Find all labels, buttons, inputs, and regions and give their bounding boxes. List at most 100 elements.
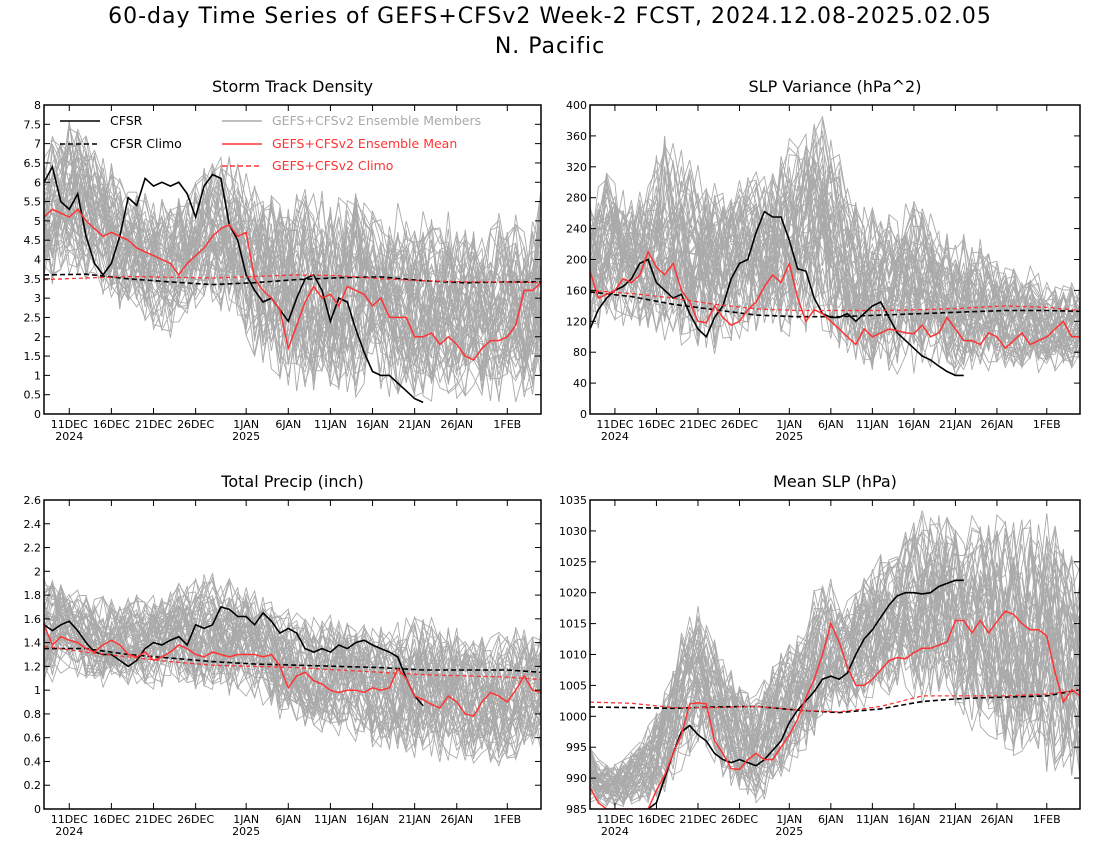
y-tick-label: 360 <box>566 130 587 143</box>
x-tick-label: 1FEB <box>493 813 521 826</box>
x-tick-label: 21JAN <box>939 813 972 826</box>
y-tick-label: 7 <box>34 138 41 151</box>
y-tick-label: 120 <box>566 315 587 328</box>
ensemble-member-line <box>590 535 1080 805</box>
ensemble-member-line <box>44 578 541 744</box>
ensemble-member-line <box>44 574 541 750</box>
y-tick-label: 1.5 <box>24 350 42 363</box>
x-tick-label: 11DEC <box>596 418 633 431</box>
legend-label: GEFS+CFSv2 Climo <box>272 158 393 173</box>
y-tick-label: 0.2 <box>24 779 42 792</box>
y-tick-label: 1.4 <box>24 637 42 650</box>
ensemble-member-line <box>590 510 1080 792</box>
ensemble-member-line <box>44 148 541 401</box>
y-tick-label: 1.6 <box>24 613 42 626</box>
x-tick-label: 21JAN <box>398 418 431 431</box>
y-tick-label: 1.2 <box>24 660 42 673</box>
plot-area <box>44 121 541 404</box>
gefs-cfsv2-climo-line <box>590 289 1080 312</box>
panel-title: Mean SLP (hPa) <box>773 472 897 491</box>
panel-1: 0 0.5 1 1.5 2 2.5 3 3.5 4 4.5 5 5.5 6 6.5 7 7.5 8 11DEC 16… <box>24 77 542 443</box>
ensemble-member-line <box>44 586 541 760</box>
x-year-label: 2024 <box>601 430 629 443</box>
y-tick-label: 1030 <box>559 525 587 538</box>
y-tick-label: 1020 <box>559 587 587 600</box>
ensemble-member-line <box>590 125 1080 369</box>
x-tick-label: 16JAN <box>897 418 930 431</box>
x-tick-label: 16DEC <box>93 813 130 826</box>
x-tick-label: 16DEC <box>93 418 130 431</box>
ensemble-member-line <box>44 142 541 375</box>
y-tick-label: 8 <box>34 99 41 112</box>
y-tick-label: 0 <box>34 803 41 816</box>
panel-title: Total Precip (inch) <box>220 472 363 491</box>
plot-frame <box>43 499 542 810</box>
gefs-cfsv2-climo-line <box>44 645 541 681</box>
x-tick-label: 16JAN <box>897 813 930 826</box>
cfsr-line <box>647 579 964 809</box>
x-tick-label: 21DEC <box>135 418 172 431</box>
cfsr-line <box>44 164 424 404</box>
y-tick-label: 1025 <box>559 556 587 569</box>
ensemble-member-line <box>44 582 541 748</box>
y-tick-label: 0 <box>34 408 41 421</box>
legend-label: CFSR Climo <box>110 136 182 151</box>
ensemble-member-line <box>44 597 541 741</box>
cfsr-climo-line <box>590 291 1080 318</box>
ensemble-member-line <box>44 135 541 384</box>
x-tick-label: 11JAN <box>314 813 347 826</box>
ensemble-member-line <box>44 591 541 724</box>
x-year-label: 2024 <box>601 825 629 838</box>
y-tick-label: 985 <box>566 803 587 816</box>
y-tick-label: 2.2 <box>24 542 42 555</box>
gefs-cfsv2-ensemble-mean-line <box>44 624 541 718</box>
x-tick-label: 26DEC <box>177 418 214 431</box>
y-tick-label: 40 <box>573 377 587 390</box>
ensemble-member-line <box>44 579 541 757</box>
legend-label: CFSR <box>110 113 143 128</box>
y-tick-label: 400 <box>566 99 587 112</box>
y-tick-label: 200 <box>566 254 587 267</box>
y-tick-label: 3.5 <box>24 273 42 286</box>
ensemble-member-line <box>590 135 1080 349</box>
x-year-label: 2025 <box>775 430 803 443</box>
x-tick-label: 21JAN <box>398 813 431 826</box>
y-tick-label: 0.5 <box>24 389 42 402</box>
y-tick-label: 280 <box>566 192 587 205</box>
x-tick-label: 16DEC <box>638 418 675 431</box>
ensemble-member-line <box>590 194 1080 365</box>
x-tick-label: 1FEB <box>1033 813 1061 826</box>
panel-3: 0 0.2 0.4 0.6 0.8 1 1.2 1.4 1.6 1.8 2 2.2 2.4 2.6 11DE… <box>24 472 542 838</box>
x-tick-label: 11JAN <box>856 813 889 826</box>
chart-region-subtitle: N. Pacific <box>494 34 606 59</box>
ensemble-member-line <box>590 143 1080 368</box>
x-tick-label: 11DEC <box>51 813 88 826</box>
y-tick-label: 0.8 <box>24 708 42 721</box>
x-tick-label: 1JAN <box>776 813 802 826</box>
x-tick-label: 21JAN <box>939 418 972 431</box>
x-tick-label: 16DEC <box>638 813 675 826</box>
x-year-label: 2025 <box>232 825 260 838</box>
y-tick-label: 995 <box>566 741 587 754</box>
x-year-label: 2025 <box>775 825 803 838</box>
cfsr-climo-line <box>44 273 541 286</box>
y-tick-label: 1035 <box>559 494 587 507</box>
y-tick-label: 1010 <box>559 649 587 662</box>
x-tick-label: 26JAN <box>981 813 1014 826</box>
x-tick-label: 26DEC <box>721 418 758 431</box>
y-tick-label: 2.6 <box>24 494 42 507</box>
ensemble-member-line <box>590 119 1080 368</box>
y-tick-label: 160 <box>566 284 587 297</box>
x-tick-label: 26JAN <box>440 813 473 826</box>
y-tick-label: 0 <box>580 408 587 421</box>
ensemble-member-line <box>44 142 541 402</box>
ensemble-member-line <box>44 180 541 398</box>
x-tick-label: 26JAN <box>440 418 473 431</box>
y-tick-label: 2 <box>34 331 41 344</box>
x-tick-label: 21DEC <box>679 813 716 826</box>
y-tick-label: 990 <box>566 772 587 785</box>
ensemble-member-line <box>590 517 1080 807</box>
plot-area <box>590 510 1080 809</box>
cfsr-climo-line <box>590 688 1080 714</box>
ensemble-member-line <box>590 134 1080 352</box>
